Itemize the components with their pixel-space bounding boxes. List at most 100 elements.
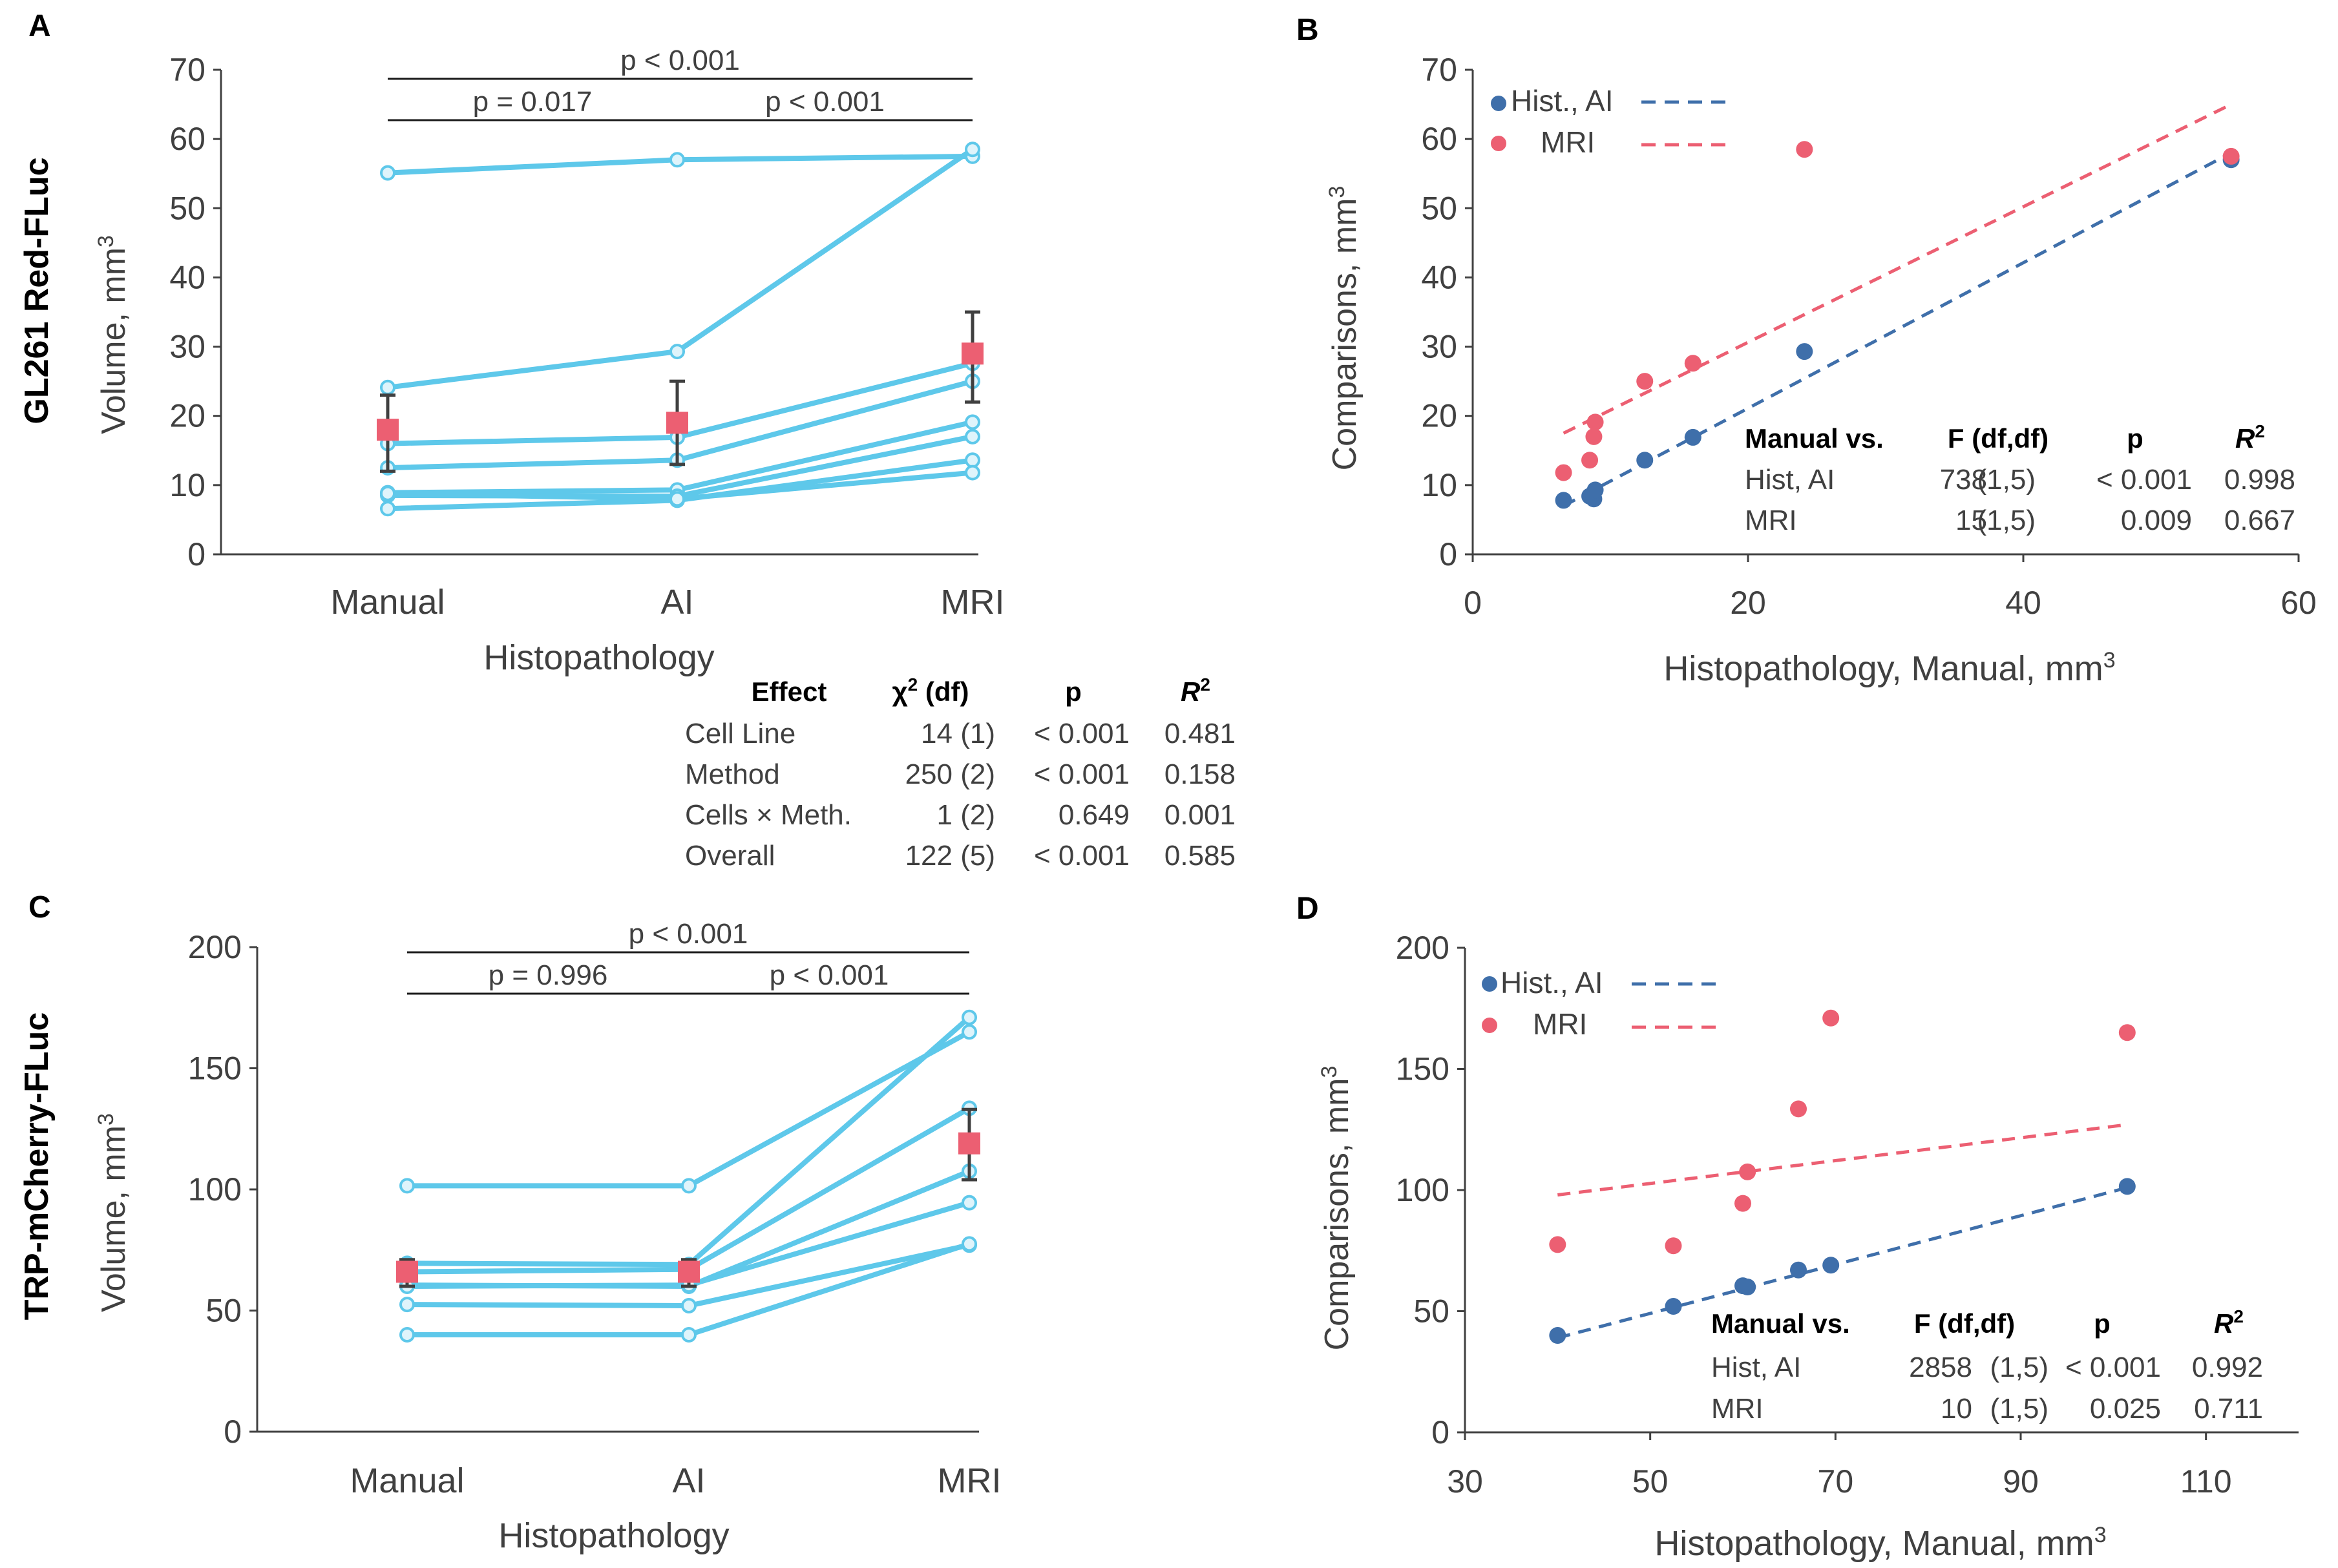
legend-label-hist-ai-b: Hist., AI (1511, 84, 1613, 118)
tumor-point-c (681, 1178, 697, 1194)
tumor-point-a (669, 152, 685, 168)
scatter-point-blue-d (1822, 1257, 1840, 1274)
y-tick-label-a: 50 (169, 190, 205, 226)
x-category-label-a: MRI (941, 583, 1005, 622)
effect-header-p: p (1065, 676, 1082, 707)
panel-b: B Comparisons, mm3 0 10 20 30 40 50 60 70 0 20 40 6… (1296, 13, 2317, 688)
x-tick-label-d: 90 (2003, 1463, 2039, 1500)
tumor-point-a (965, 465, 980, 481)
effect-row-r2: 0.158 (1164, 758, 1236, 790)
stats-d-row1-p: < 0.001 (2065, 1352, 2161, 1383)
y-axis-label-a: Volume, mm3 (94, 235, 132, 434)
stats-b-row2-r2: 0.667 (2224, 505, 2295, 536)
scatter-point-red-b (1636, 373, 1654, 390)
tumor-point-a (965, 428, 980, 444)
fit-line-red-d (1557, 1123, 2128, 1197)
stats-b-row1-f: 738 (1940, 464, 1987, 496)
stats-d-header-manual: Manual vs. (1711, 1308, 1850, 1339)
y-tick-label-a: 40 (169, 259, 205, 295)
y-tick-label-b: 30 (1421, 329, 1457, 365)
legend-label-mri-d: MRI (1533, 1007, 1587, 1041)
fit-line-blue-d (1557, 1186, 2128, 1340)
effect-row-chi: 250 (2) (905, 758, 995, 790)
scatter-point-blue-b (1636, 452, 1654, 469)
legend-label-hist-ai-d: Hist., AI (1501, 966, 1603, 999)
y-tick-label-a: 30 (169, 329, 205, 365)
stats-d-header-f: F (df,df) (1914, 1308, 2015, 1339)
row-title-a: GL261 Red-FLuc (18, 157, 56, 424)
tumor-point-c (962, 1236, 977, 1252)
significance-label-a: p < 0.001 (765, 86, 885, 118)
legend-b: Hist., AI MRI (1491, 84, 1732, 159)
y-tick-label-b: 50 (1421, 190, 1457, 226)
tumor-point-c (681, 1327, 697, 1343)
significance-label-a: p < 0.001 (620, 45, 740, 76)
x-tick-label-d: 30 (1447, 1463, 1483, 1500)
scatter-point-red-d (1822, 1009, 1840, 1027)
y-tick-label-d: 0 (1431, 1414, 1449, 1450)
stats-d-row2-df: (1,5) (1990, 1393, 2048, 1425)
effect-row-p: < 0.001 (1034, 758, 1130, 790)
y-tick-label-c: 150 (188, 1051, 242, 1087)
stats-table-b: Manual vs. F (df,df) p R2 Hist, AI 738 (… (1745, 421, 2295, 536)
scatter-point-red-b (1585, 428, 1603, 445)
y-tick-label-a: 60 (169, 121, 205, 157)
scatter-point-blue-d (1549, 1327, 1566, 1344)
stats-d-row1-f: 2858 (1909, 1352, 1972, 1383)
scatter-point-red-d (1739, 1163, 1756, 1180)
scatter-point-red-d (2118, 1024, 2136, 1041)
y-tick-label-b: 40 (1421, 259, 1457, 295)
scatter-point-red-b (1555, 464, 1572, 481)
tumor-point-a (380, 379, 395, 395)
row-title-c: TRP-mCherry-FLuc (18, 1012, 56, 1321)
scatter-point-red-d (1549, 1236, 1566, 1253)
tumor-point-a (380, 485, 395, 501)
y-axis-label-d: Comparisons, mm3 (1317, 1066, 1356, 1351)
stats-b-row2-f: 15 (1955, 505, 1987, 536)
stats-b-row2-p: 0.009 (2121, 505, 2192, 536)
y-tick-label-c: 200 (188, 929, 242, 965)
panel-letter-c: C (28, 890, 51, 925)
y-tick-label-d: 200 (1396, 930, 1449, 966)
scatter-point-blue-d (1665, 1298, 1682, 1315)
legend-marker-hist-ai-b (1491, 96, 1506, 111)
tumor-point-c (962, 1024, 977, 1040)
x-tick-label-d: 50 (1632, 1463, 1669, 1500)
fit-line-red-b (1563, 103, 2232, 435)
panel-letter-a: A (28, 9, 51, 43)
significance-label-c: p < 0.001 (629, 918, 748, 950)
y-tick-label-c: 0 (224, 1414, 242, 1450)
tumor-point-c (962, 1009, 977, 1025)
stats-b-row2-label: MRI (1745, 505, 1797, 536)
stats-d-header-r2: R2 (2214, 1306, 2244, 1339)
x-tick-label-b: 20 (1730, 585, 1766, 621)
panel-letter-b: B (1296, 13, 1319, 47)
effect-header-chi: χ2 (df) (892, 674, 969, 707)
effect-row-r2: 0.001 (1164, 799, 1236, 831)
effect-row-p: 0.649 (1058, 799, 1130, 831)
scatter-point-red-d (1790, 1100, 1807, 1118)
stats-b-header-manual: Manual vs. (1745, 423, 1884, 454)
y-tick-label-b: 10 (1421, 467, 1457, 503)
tumor-point-a (669, 491, 685, 507)
tumor-point-a (380, 501, 395, 517)
y-tick-label-a: 0 (187, 536, 205, 572)
stats-b-row2-df: (1,5) (1977, 505, 2036, 536)
panel-a: A GL261 Red-FLuc Volume, mm3 0 10 20 30 40 50… (18, 9, 1004, 677)
significance-label-c: p = 0.996 (489, 959, 608, 991)
x-category-label-c: MRI (938, 1461, 1002, 1500)
scatter-point-red-b (1684, 355, 1701, 372)
scatter-point-blue-d (1739, 1279, 1756, 1295)
y-tick-label-a: 10 (169, 467, 205, 503)
x-tick-label-b: 60 (2280, 585, 2317, 621)
scatter-point-blue-d (1790, 1261, 1807, 1279)
x-tick-label-b: 0 (1464, 585, 1482, 621)
x-category-label-a: AI (660, 583, 693, 622)
mean-marker-c (678, 1260, 700, 1283)
x-axis-label-a: Histopathology (483, 638, 714, 677)
stats-b-row1-r2: 0.998 (2224, 464, 2295, 496)
effect-row-r2: 0.481 (1164, 718, 1236, 749)
tumor-point-a (965, 452, 980, 468)
stats-d-row2-label: MRI (1711, 1393, 1764, 1425)
